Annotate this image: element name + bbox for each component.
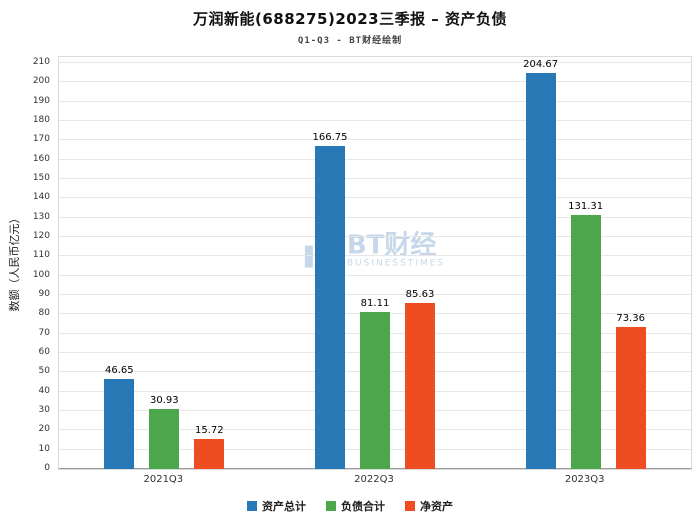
bar-value-label: 46.65	[105, 364, 134, 376]
y-tick-label: 140	[32, 192, 50, 203]
watermark-subtext: BUSINESSTIMES	[346, 258, 446, 269]
bar-series2-group2	[360, 312, 390, 469]
y-tick-label: 190	[32, 95, 50, 106]
gridline	[59, 274, 691, 276]
y-tick-label: 110	[32, 250, 50, 261]
legend-label: 负债合计	[341, 500, 385, 513]
chart-subtitle: Q1-Q3 - BT财经绘制	[297, 36, 403, 46]
gridline	[59, 197, 691, 199]
legend-label: 净资产	[420, 500, 453, 513]
bar-series2-group1	[149, 409, 180, 469]
bar-series3-group3	[615, 327, 646, 469]
legend-item: 净资产	[405, 498, 453, 514]
legend-swatch	[326, 501, 336, 511]
legend-label: 资产总计	[262, 500, 306, 513]
plot-area: BT财经 BUSINESSTIMES 46.65 30.93 15.72 166.75…	[58, 56, 692, 470]
y-tick-label: 30	[38, 404, 50, 415]
y-tick-label: 130	[32, 211, 50, 222]
y-axis-ticks: 0 10 20 30 40 50 60 70 80 90 100 110 120 130 140 150 160…	[0, 56, 54, 473]
y-tick-label: 10	[38, 443, 50, 454]
y-tick-label: 210	[32, 56, 50, 67]
gridline	[59, 119, 691, 121]
y-tick-label: 200	[32, 76, 50, 87]
gridline	[59, 293, 691, 295]
gridline	[59, 235, 691, 237]
y-tick-label: 170	[32, 134, 50, 145]
y-tick-label: 180	[32, 114, 50, 125]
x-axis-label: 2021Q3	[143, 474, 184, 485]
y-tick-label: 100	[32, 269, 50, 280]
bar-value-label: 81.11	[360, 298, 390, 310]
y-tick-label: 120	[32, 230, 50, 241]
bar-value-label: 85.63	[405, 289, 435, 301]
y-tick-label: 50	[38, 366, 50, 377]
gridline	[59, 255, 691, 257]
y-tick-label: 40	[38, 385, 50, 396]
gridline	[59, 81, 691, 83]
x-axis-label: 2023Q3	[564, 474, 605, 485]
legend-swatch	[247, 501, 257, 511]
bar-series3-group1	[194, 438, 225, 469]
chart-area: 数额（人民币亿元） 0 10 20 30 40 50 60 70 80 90 100 110 120 13…	[0, 46, 700, 524]
bar-value-label: 73.36	[616, 313, 645, 325]
gridline	[59, 158, 691, 160]
gridline	[59, 177, 691, 179]
legend-item: 负债合计	[326, 498, 385, 514]
chart-title: 万润新能(688275)2023三季报 – 资产负债	[192, 10, 508, 28]
gridline	[59, 100, 691, 102]
watermark-text: BT财经 BUSINESSTIMES	[346, 231, 446, 269]
bar-value-label: 166.75	[312, 132, 348, 144]
y-tick-label: 0	[44, 463, 50, 473]
bar-value-label: 15.72	[195, 424, 224, 436]
y-tick-label: 90	[38, 288, 50, 299]
bar-series1-group3	[525, 73, 556, 469]
y-tick-label: 70	[38, 327, 50, 338]
bar-value-label: 30.93	[150, 395, 179, 407]
y-tick-label: 80	[38, 308, 50, 319]
bar-value-label: 131.31	[568, 201, 604, 213]
gridline	[59, 139, 691, 141]
y-tick-label: 60	[38, 346, 50, 357]
bar-series1-group2	[315, 146, 345, 469]
x-axis-labels: 2021Q3 2022Q3 2023Q3	[58, 474, 690, 485]
y-tick-label: 160	[32, 153, 50, 164]
y-tick-label: 20	[38, 424, 50, 435]
gridline	[59, 61, 691, 63]
bar-value-label: 204.67	[523, 59, 559, 71]
legend-swatch	[405, 501, 415, 511]
legend: 资产总计 负债合计 净资产	[0, 498, 700, 514]
bar-series2-group3	[570, 215, 601, 469]
x-axis-label: 2022Q3	[354, 474, 394, 485]
y-tick-label: 150	[32, 172, 50, 183]
bar-series3-group2	[405, 303, 435, 469]
legend-item: 资产总计	[247, 498, 306, 514]
gridline	[59, 216, 691, 218]
bar-series1-group1	[104, 378, 135, 469]
